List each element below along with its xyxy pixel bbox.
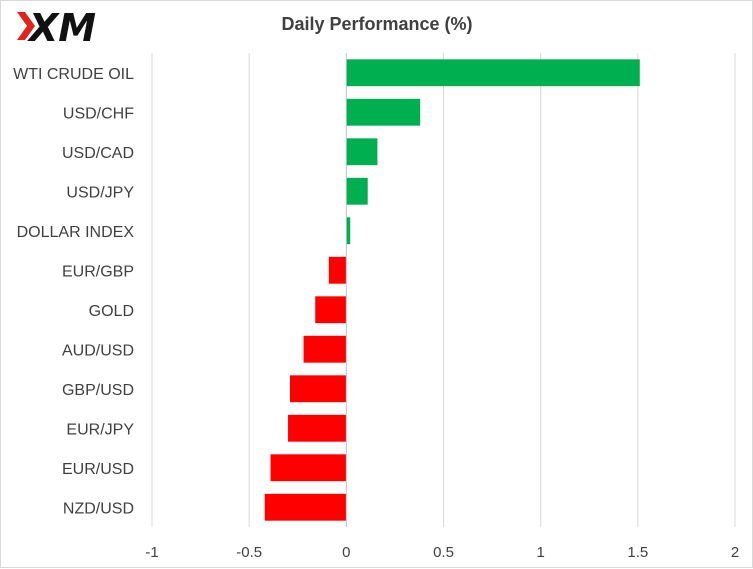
category-label: EUR/JPY xyxy=(66,421,134,438)
x-tick-label: 2 xyxy=(731,544,739,561)
logo-text: XM xyxy=(27,6,96,47)
bar xyxy=(346,217,351,245)
logo-accent-mark xyxy=(17,12,35,40)
xm-logo: XM xyxy=(13,5,113,47)
bar xyxy=(346,59,640,87)
category-label: GBP/USD xyxy=(62,382,134,399)
category-label: USD/CHF xyxy=(63,105,134,122)
chart-title: Daily Performance (%) xyxy=(281,14,472,34)
category-label: NZD/USD xyxy=(63,500,134,517)
x-tick-label: -1 xyxy=(145,544,158,561)
bar xyxy=(270,454,347,482)
bar xyxy=(328,256,347,284)
bar xyxy=(346,98,421,126)
bar xyxy=(346,177,368,205)
x-tick-label: 1 xyxy=(536,544,544,561)
category-label: USD/JPY xyxy=(66,184,134,201)
x-tick-label: 1.5 xyxy=(627,544,648,561)
x-tick-label: 0.5 xyxy=(433,544,454,561)
bar xyxy=(315,296,347,324)
category-label: EUR/GBP xyxy=(62,263,134,280)
category-label: AUD/USD xyxy=(62,342,134,359)
bar xyxy=(264,493,347,521)
category-label: EUR/USD xyxy=(62,461,134,478)
x-tick-label: 0 xyxy=(342,544,350,561)
category-label: DOLLAR INDEX xyxy=(17,224,135,241)
category-label: WTI CRUDE OIL xyxy=(13,66,134,83)
bar xyxy=(289,375,347,403)
bar xyxy=(346,138,378,166)
category-label: GOLD xyxy=(89,303,134,320)
bar xyxy=(288,414,347,442)
category-label: USD/CAD xyxy=(62,145,134,162)
bar xyxy=(303,335,347,363)
x-tick-label: -0.5 xyxy=(236,544,262,561)
